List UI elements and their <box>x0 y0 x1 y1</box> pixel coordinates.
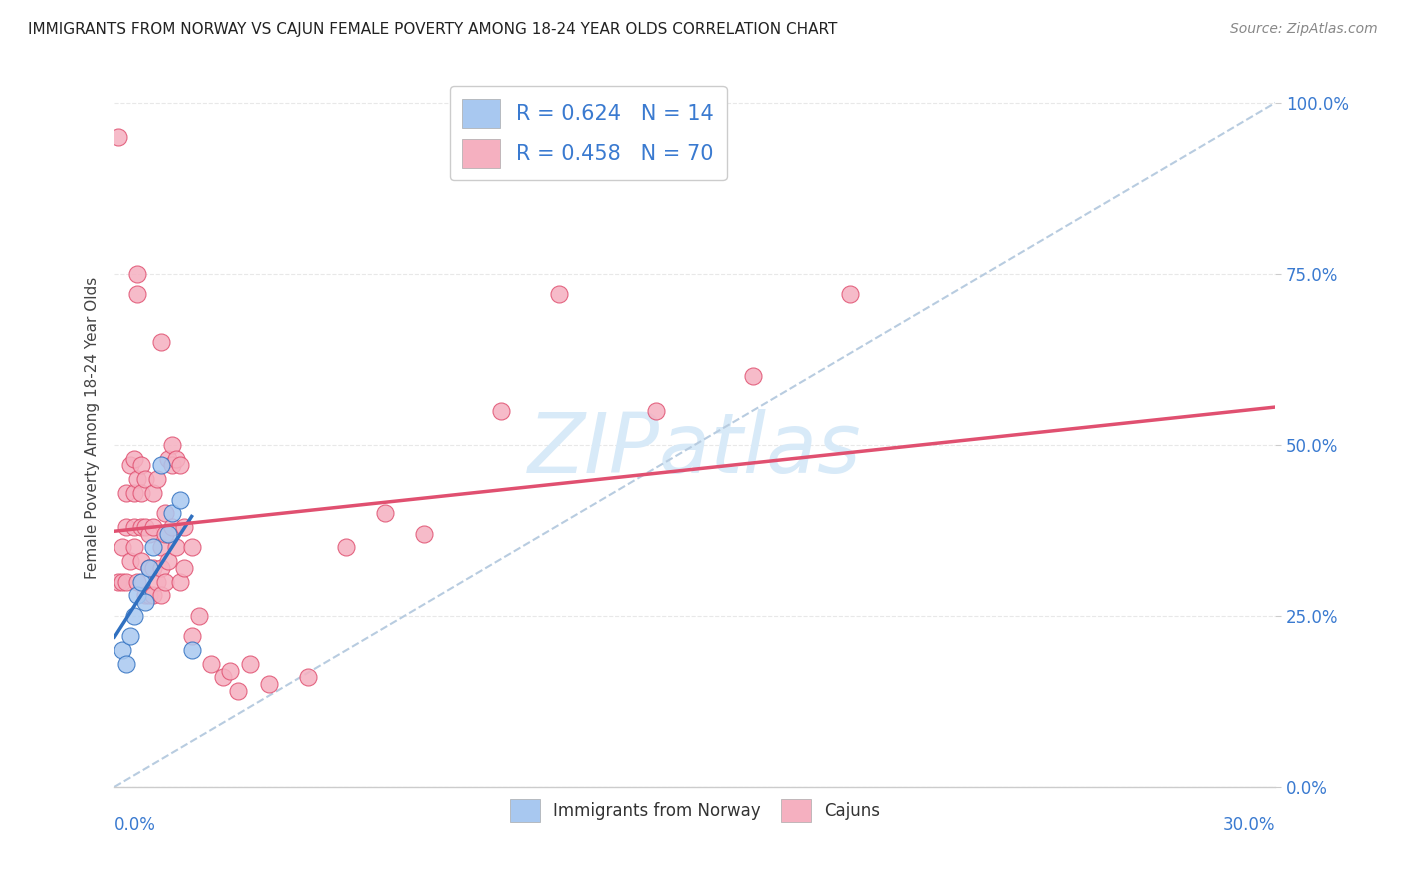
Point <box>162 458 184 473</box>
Legend: Immigrants from Norway, Cajuns: Immigrants from Norway, Cajuns <box>503 792 887 829</box>
Point <box>162 520 184 534</box>
Point <box>153 574 176 589</box>
Point <box>111 541 134 555</box>
Point <box>134 588 156 602</box>
Point <box>127 574 149 589</box>
Point <box>138 561 160 575</box>
Point <box>169 492 191 507</box>
Point <box>149 588 172 602</box>
Point <box>142 485 165 500</box>
Point <box>134 472 156 486</box>
Point <box>142 541 165 555</box>
Point <box>149 541 172 555</box>
Point <box>491 403 513 417</box>
Text: ZIPatlas: ZIPatlas <box>529 409 862 490</box>
Point <box>127 267 149 281</box>
Point <box>114 485 136 500</box>
Point <box>122 520 145 534</box>
Point <box>127 287 149 301</box>
Point <box>149 335 172 350</box>
Point <box>142 588 165 602</box>
Point <box>134 520 156 534</box>
Point <box>226 684 249 698</box>
Point <box>118 629 141 643</box>
Point <box>157 526 180 541</box>
Point <box>169 574 191 589</box>
Point <box>145 472 167 486</box>
Text: 0.0%: 0.0% <box>114 815 156 834</box>
Text: 30.0%: 30.0% <box>1223 815 1275 834</box>
Point <box>200 657 222 671</box>
Point <box>548 287 571 301</box>
Point <box>173 561 195 575</box>
Point <box>145 574 167 589</box>
Point <box>129 485 152 500</box>
Point <box>107 130 129 145</box>
Point <box>180 541 202 555</box>
Point <box>122 608 145 623</box>
Point <box>129 574 152 589</box>
Point <box>374 506 396 520</box>
Point <box>138 561 160 575</box>
Point <box>122 485 145 500</box>
Point <box>122 451 145 466</box>
Text: Source: ZipAtlas.com: Source: ZipAtlas.com <box>1230 22 1378 37</box>
Y-axis label: Female Poverty Among 18-24 Year Olds: Female Poverty Among 18-24 Year Olds <box>86 277 100 579</box>
Point <box>142 561 165 575</box>
Point <box>111 643 134 657</box>
Point <box>111 574 134 589</box>
Point <box>153 506 176 520</box>
Point <box>412 526 434 541</box>
Point <box>239 657 262 671</box>
Point <box>138 588 160 602</box>
Point <box>180 629 202 643</box>
Point <box>157 554 180 568</box>
Point <box>118 554 141 568</box>
Point <box>114 574 136 589</box>
Point <box>180 643 202 657</box>
Point <box>169 458 191 473</box>
Point <box>211 670 233 684</box>
Point <box>162 506 184 520</box>
Point <box>741 369 763 384</box>
Point <box>127 472 149 486</box>
Point <box>142 520 165 534</box>
Point <box>157 451 180 466</box>
Point <box>838 287 860 301</box>
Point <box>129 458 152 473</box>
Point <box>114 657 136 671</box>
Point <box>129 520 152 534</box>
Point <box>173 520 195 534</box>
Point <box>127 588 149 602</box>
Point <box>153 526 176 541</box>
Text: IMMIGRANTS FROM NORWAY VS CAJUN FEMALE POVERTY AMONG 18-24 YEAR OLDS CORRELATION: IMMIGRANTS FROM NORWAY VS CAJUN FEMALE P… <box>28 22 838 37</box>
Point <box>134 595 156 609</box>
Point <box>122 541 145 555</box>
Point <box>257 677 280 691</box>
Point <box>219 664 242 678</box>
Point <box>645 403 668 417</box>
Point <box>162 438 184 452</box>
Point <box>188 608 211 623</box>
Point <box>118 458 141 473</box>
Point <box>165 451 187 466</box>
Point <box>335 541 357 555</box>
Point <box>149 561 172 575</box>
Point <box>149 458 172 473</box>
Point <box>114 520 136 534</box>
Point <box>129 554 152 568</box>
Point <box>165 541 187 555</box>
Point <box>107 574 129 589</box>
Point <box>138 526 160 541</box>
Point <box>297 670 319 684</box>
